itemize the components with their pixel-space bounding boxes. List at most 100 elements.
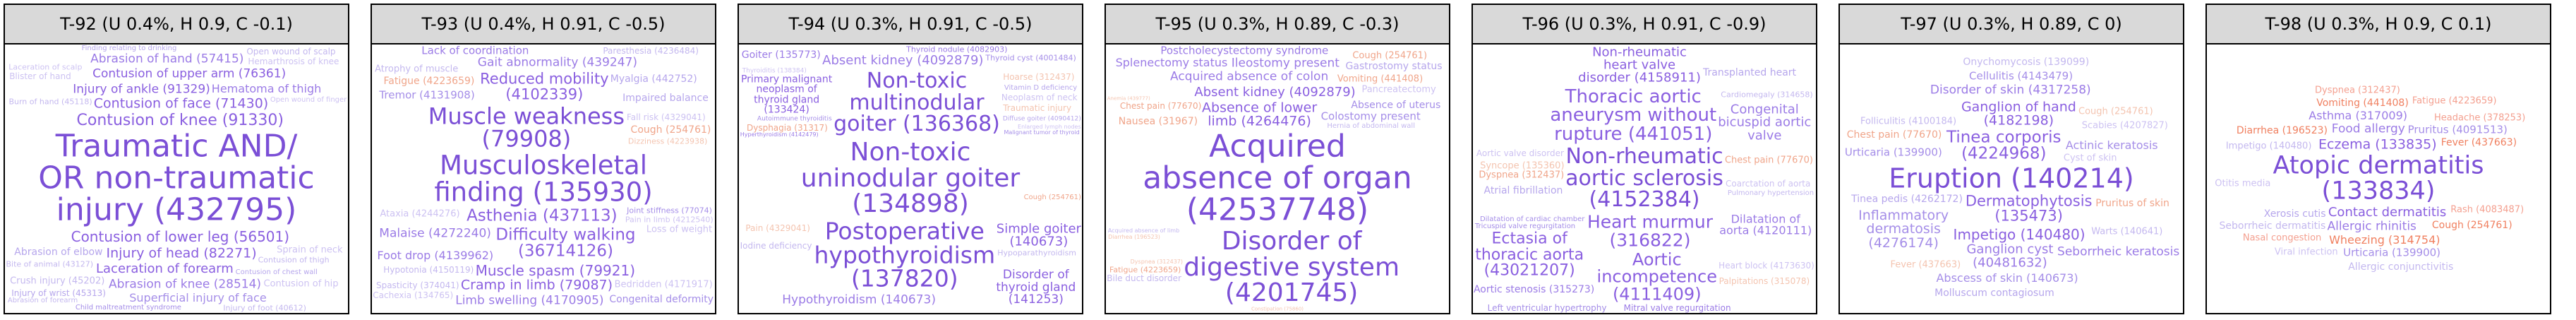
wordcloud-term: Abrasion of knee (28514) [109,277,262,292]
wordcloud-term: Absent kidney (4092879) [822,52,984,68]
wordcloud-term: Atrial fibrillation [1483,185,1563,197]
wordcloud-term: Bile duct disorder [1107,273,1181,284]
wordcloud-term: Palpitations (315078) [1719,275,1810,286]
wordcloud-term: Postoperative hypothyroidism (137820) [814,217,996,292]
wordcloud-panel: T-98 (U 0.3%, H 0.9, C 0.1) Atopic dermat… [2205,4,2551,314]
wordcloud-term: Urticaria (139900) [2343,246,2441,259]
wordcloud-term: Heart block (4173630) [1719,260,1814,271]
wordcloud-term: Allergic rhinitis [2327,219,2416,234]
wordcloud-term: Pancreatectomy [1361,84,1436,95]
wordcloud-term: Absence of lower limb (4264476) [1202,100,1318,129]
wordcloud-term: Injury of wrist (45313) [11,288,106,298]
wordcloud-term: Hernia of abdominal wall [1327,122,1415,131]
wordcloud-term: Hypoparathyroidism [997,248,1077,258]
wordcloud-term: Dysphagia (31317) [746,122,828,133]
wordcloud-term: Dilatation of aorta (4120111) [1719,212,1812,237]
wordcloud-term: Pain in limb (4212540) [625,215,714,225]
wordcloud-term: Superficial injury of face [129,290,267,304]
wordcloud-term: Actinic keratosis [2065,138,2158,152]
wordcloud-term: Urticaria (139900) [1844,145,1942,158]
wordcloud-term: Musculoskeletal finding (135930) [434,150,653,207]
wordcloud-term: Contusion of face (71430) [93,95,269,112]
wordcloud-term: Injury of foot (40612) [223,303,306,313]
wordcloud-term: Chest pain (77670) [1119,101,1202,112]
wordcloud-term: Child maltreatment syndrome [75,304,181,312]
wordcloud-term: Dizziness (4223938) [627,136,708,146]
wordcloud-term: Mitral valve regurgitation [1623,302,1731,313]
wordcloud-term: Lack of coordination [421,44,529,57]
wordcloud-term: Loss of weight [646,224,713,235]
wordcloud-term: Constipation (75860) [1251,305,1304,312]
wordcloud-term: Postcholecystectomy syndrome [1160,44,1329,57]
wordcloud-term: Blister of hand [9,71,71,81]
wordcloud-term: Cyst of skin [2063,153,2117,164]
wordcloud-term: Transplanted heart [1703,67,1797,79]
panel-title: T-94 (U 0.3%, H 0.91, C -0.5) [739,5,1082,45]
wordcloud-term: Headache (378253) [2434,112,2526,124]
wordcloud-term: Splenectomy status [1115,56,1228,70]
wordcloud-term: Injury of head (82271) [106,244,257,261]
wordcloud: Non-rheumatic aortic sclerosis (4152384) Th… [1473,45,1816,313]
wordcloud-term: Bite of animal (43127) [6,259,94,269]
wordcloud-term: Contusion of thigh [258,255,330,265]
wordcloud-term: Finding relating to drinking [81,45,177,53]
wordcloud-term: Difficulty walking (36714126) [495,225,636,261]
wordcloud-term: Paresthesia (4236484) [603,46,699,57]
wordcloud-term: Malignant tumor of thyroid [1004,129,1080,136]
wordcloud-term: Contact dermatitis [2328,204,2447,220]
wordcloud-term: Pulmonary hypertension [1727,189,1814,197]
wordcloud-term: Traumatic AND/OR non-traumatic injury (43… [38,128,315,228]
panel-title: T-98 (U 0.3%, H 0.9, C 0.1) [2207,5,2550,45]
wordcloud-term: Ganglion of hand (4182198) [1961,99,2076,129]
wordcloud-term: Fatigue (4223659) [383,75,475,87]
wordcloud-term: Gastrostomy status [1345,61,1443,73]
wordcloud-term: Cramp in limb (79087) [460,277,613,293]
wordcloud-term: Neoplasm of neck [1001,92,1078,102]
wordcloud-term: Enlarged lymph nodes [1018,123,1081,130]
wordcloud-term: Asthenia (437113) [467,206,618,225]
wordcloud-term: Disorder of digestive system (4201745) [1184,226,1400,308]
wordcloud-term: Gait abnormality (439247) [477,55,637,70]
wordcloud-term: Cough (254761) [2078,106,2153,117]
wordcloud-term: Non-toxic uninodular goiter (134898) [800,137,1021,219]
wordcloud-term: Nasal congestion [2242,232,2322,244]
wordcloud-term: Vitamin D deficiency [1004,83,1078,92]
wordcloud-term: Dermatophytosis (135473) [1965,192,2093,225]
wordcloud-term: Abrasion of hand (57415) [90,52,244,66]
wordcloud-term: Spasticity (374041) [375,280,459,290]
wordcloud-term: Reduced mobility (4102339) [480,70,609,103]
wordcloud-term: Diarrhea (196523) [1108,233,1160,240]
wordcloud-term: Absent kidney (4092879) [1194,84,1356,100]
wordcloud-term: Impetigo (140480) [2225,141,2312,152]
wordcloud-term: Disorder of thyroid gland (141253) [996,268,1076,307]
wordcloud-term: Contusion of upper arm (76361) [92,66,287,81]
wordcloud-term: Diarrhea (196523) [2236,125,2328,137]
wordcloud-term: Traumatic injury [1003,102,1072,113]
wordcloud-term: Congenital deformity [609,293,714,305]
wordcloud-term: Myalgia (442752) [610,73,697,85]
wordcloud-term: Aortic valve disorder [1476,148,1564,158]
wordcloud-term: Fall risk (4329041) [626,112,706,123]
wordcloud-term: Food allergy [2331,121,2405,136]
wordcloud-term: Sprain of neck [277,244,343,256]
wordcloud-term: Ectasia of thoracic aorta (43021207) [1475,230,1584,280]
wordcloud-term: Laceration of scalp [8,62,83,72]
wordcloud-term: Disorder of skin (4317258) [1930,83,2091,97]
wordcloud-term: Hypothyroidism (140673) [782,292,937,307]
panel-title: T-93 (U 0.4%, H 0.91, C -0.5) [372,5,715,45]
wordcloud-panel: T-93 (U 0.4%, H 0.91, C -0.5) Musculoskel… [371,4,716,314]
wordcloud-term: Anemia (439777) [1107,95,1150,102]
wordcloud-term: Autoimmune thyroiditis [757,115,832,123]
wordcloud-term: Tricuspid valve regurgitation [1474,222,1576,230]
wordcloud-term: Diffuse goiter (4090412) [1002,115,1081,123]
wordcloud-term: Simple goiter (140673) [996,221,1081,249]
wordcloud-term: Chest pain (77670) [1724,155,1813,166]
wordcloud-term: Pruritus (4091513) [2407,123,2508,136]
wordcloud-term: Dilatation of cardiac chamber [1479,215,1585,223]
wordcloud-term: Thoracic aortic aneurysm without rupture (… [1550,85,1717,145]
wordcloud-term: Cachexia (134765) [373,290,454,300]
wordcloud-term: Non-rheumatic aortic sclerosis (4152384) [1565,144,1723,213]
wordcloud-term: Cough (254761) [1023,193,1081,201]
wordcloud-term: Abscess of skin (140673) [1936,271,2078,285]
wordcloud-term: Chest pain (77670) [1846,129,1942,141]
